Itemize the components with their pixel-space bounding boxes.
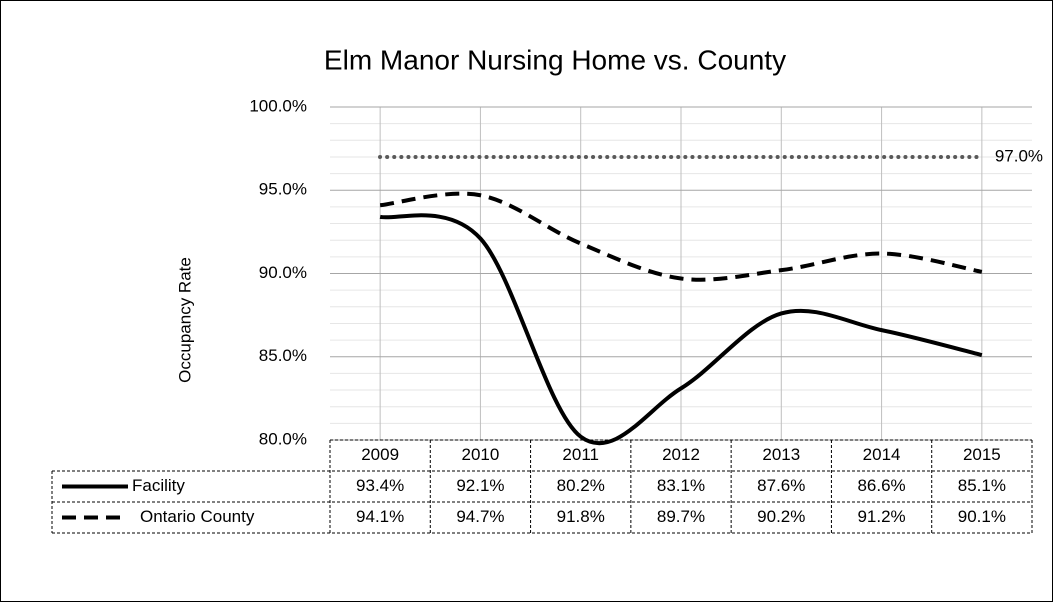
- table-value: 94.1%: [356, 507, 404, 526]
- x-tick-label: 2009: [361, 445, 399, 464]
- x-tick-label: 2015: [963, 445, 1001, 464]
- legend-label: Facility: [132, 476, 185, 495]
- x-tick-label: 2011: [562, 445, 599, 464]
- x-tick-label: 2012: [662, 445, 700, 464]
- table-value: 89.7%: [657, 507, 705, 526]
- legend-label: Ontario County: [140, 507, 255, 526]
- table-value: 86.6%: [857, 476, 905, 495]
- table-value: 91.8%: [557, 507, 605, 526]
- line-series: [379, 191, 983, 282]
- y-tick-label: 85.0%: [259, 346, 307, 365]
- y-tick-label: 90.0%: [259, 263, 307, 282]
- y-tick-label: 80.0%: [259, 429, 307, 448]
- y-axis-label: Occupancy Rate: [175, 257, 194, 383]
- x-tick-label: 2014: [863, 445, 901, 464]
- table-value: 91.2%: [857, 507, 905, 526]
- table-value: 85.1%: [958, 476, 1006, 495]
- table-value: 80.2%: [557, 476, 605, 495]
- table-value: 93.4%: [356, 476, 404, 495]
- x-tick-label: 2010: [462, 445, 500, 464]
- table-value: 90.1%: [958, 507, 1006, 526]
- table-value: 92.1%: [456, 476, 504, 495]
- table-value: 83.1%: [657, 476, 705, 495]
- chart-title: Elm Manor Nursing Home vs. County: [324, 44, 786, 75]
- table-value: 87.6%: [757, 476, 805, 495]
- table-value: 90.2%: [757, 507, 805, 526]
- table-value: 94.7%: [456, 507, 504, 526]
- line-series: [379, 213, 983, 446]
- target-label: 97.0%: [995, 146, 1043, 165]
- y-tick-label: 95.0%: [259, 180, 307, 199]
- y-tick-label: 100.0%: [249, 96, 307, 115]
- x-tick-label: 2013: [762, 445, 800, 464]
